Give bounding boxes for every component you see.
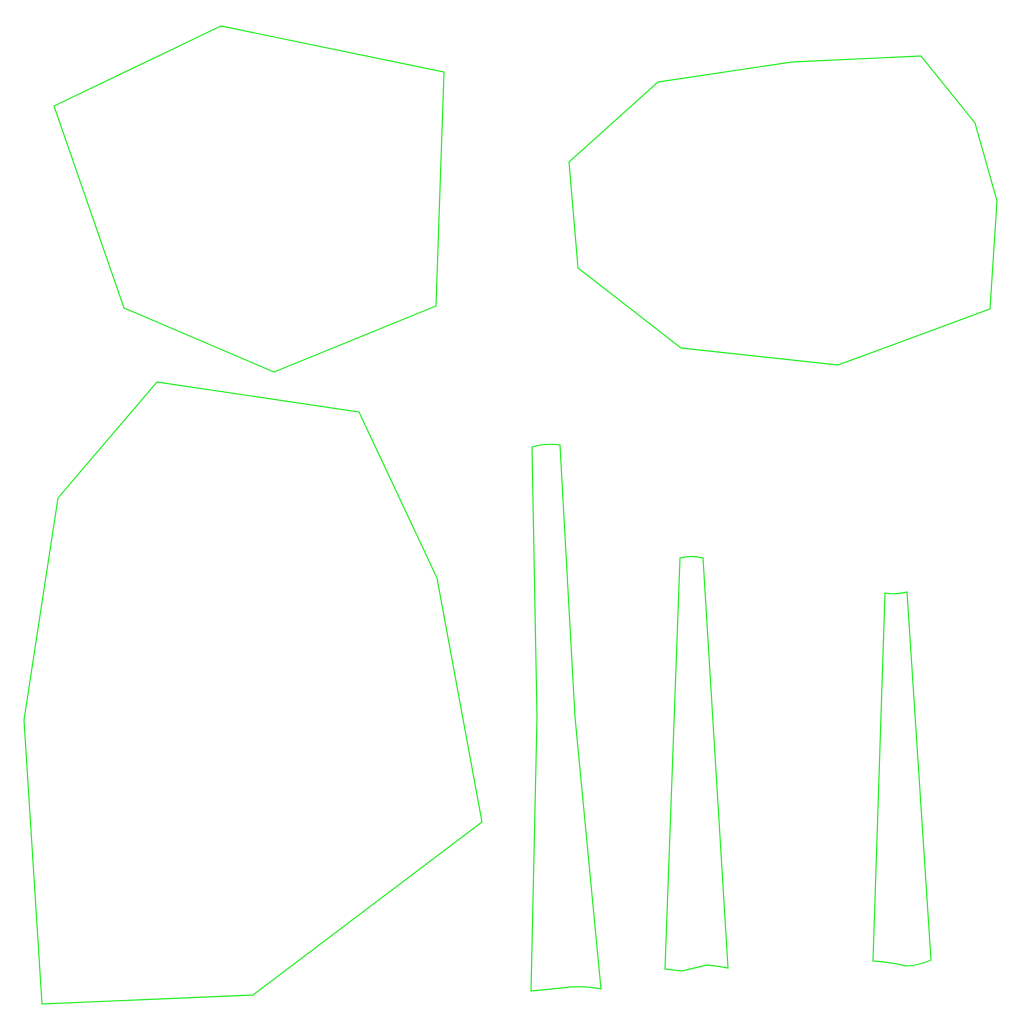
tapered-strip-long <box>530 443 602 992</box>
tapered-strip-short <box>872 591 932 967</box>
tapered-strip-medium <box>664 555 729 972</box>
polygon-bottom-left <box>23 381 483 1005</box>
polygon-top-left <box>53 25 445 373</box>
polygon-top-right <box>568 55 998 366</box>
